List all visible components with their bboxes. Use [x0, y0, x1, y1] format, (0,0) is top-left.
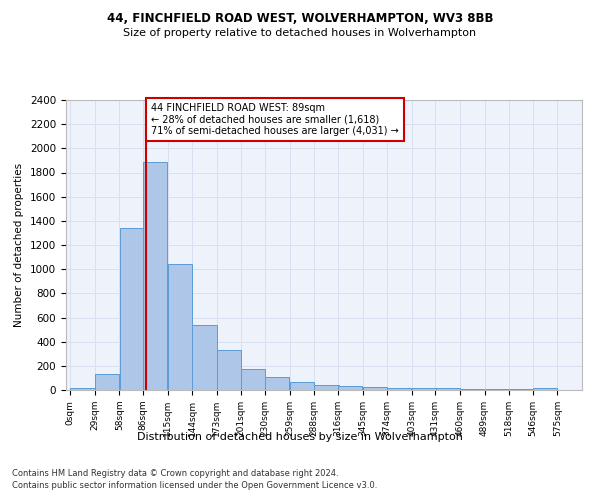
Bar [193, 325, 217, 390]
Bar [533, 388, 557, 390]
Bar [95, 374, 119, 390]
Bar [363, 387, 387, 390]
Text: Size of property relative to detached houses in Wolverhampton: Size of property relative to detached ho… [124, 28, 476, 38]
Bar [338, 386, 362, 390]
Bar [143, 162, 167, 390]
Bar [412, 388, 436, 390]
Text: 44 FINCHFIELD ROAD WEST: 89sqm
← 28% of detached houses are smaller (1,618)
71% : 44 FINCHFIELD ROAD WEST: 89sqm ← 28% of … [151, 103, 399, 136]
Bar [70, 388, 95, 390]
Text: Contains public sector information licensed under the Open Government Licence v3: Contains public sector information licen… [12, 481, 377, 490]
Bar [290, 382, 314, 390]
Bar [436, 388, 460, 390]
Bar [314, 385, 338, 390]
Bar [119, 228, 144, 390]
Bar [217, 350, 241, 390]
Bar [388, 388, 412, 390]
Text: 44, FINCHFIELD ROAD WEST, WOLVERHAMPTON, WV3 8BB: 44, FINCHFIELD ROAD WEST, WOLVERHAMPTON,… [107, 12, 493, 26]
Text: Contains HM Land Registry data © Crown copyright and database right 2024.: Contains HM Land Registry data © Crown c… [12, 468, 338, 477]
Bar [241, 370, 265, 390]
Text: Distribution of detached houses by size in Wolverhampton: Distribution of detached houses by size … [137, 432, 463, 442]
Y-axis label: Number of detached properties: Number of detached properties [14, 163, 25, 327]
Bar [265, 376, 289, 390]
Bar [168, 264, 192, 390]
